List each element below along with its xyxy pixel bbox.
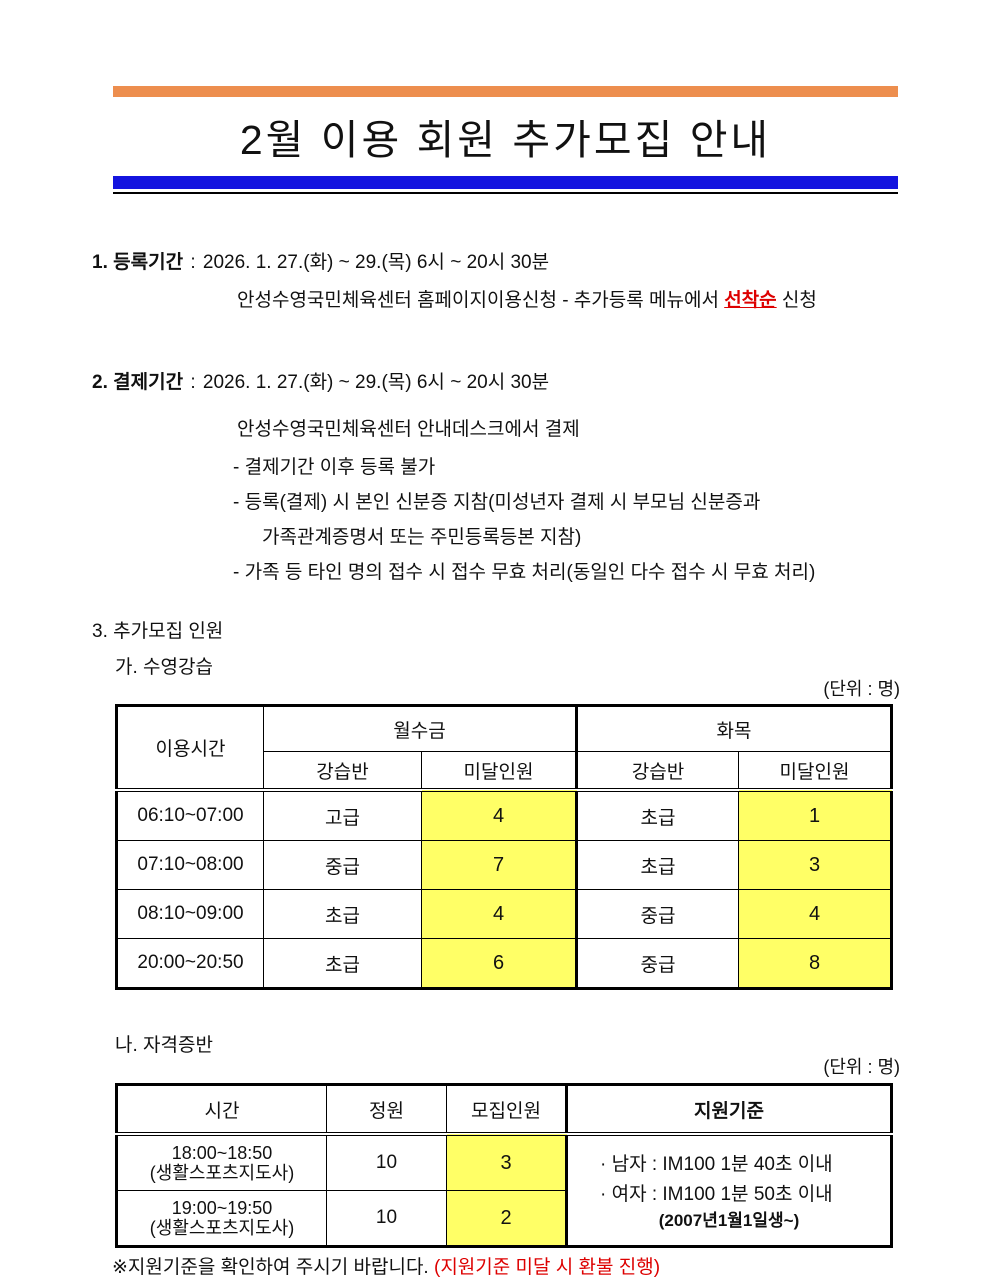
- swim-table-row: 08:10~09:00 초급 4 중급 4: [116, 889, 893, 939]
- registration-method-suffix: 신청: [776, 290, 817, 311]
- swim-header-tt-class: 강습반: [575, 751, 740, 791]
- swim-header-tt-vacancy: 미달인원: [738, 751, 893, 791]
- swim-tt-class-cell: 초급: [575, 840, 740, 890]
- notice-body: 1. 등록기간 : 2026. 1. 27.(화) ~ 29.(목) 6시 ~ …: [0, 252, 992, 1279]
- swim-time-cell: 07:10~08:00: [116, 840, 264, 890]
- swim-lesson-table: 이용시간 월수금 화목 강습반 미달인원 강습반 미달인원 06:10~07:0…: [115, 704, 894, 990]
- criteria-male: · 남자 : IM100 1분 40초 이내: [600, 1153, 833, 1175]
- swim-mwf-vacancy-cell: 4: [420, 889, 578, 939]
- certification-class-table: 시간 정원 모집인원 지원기준 18:00~18:50 (생활스포츠지도사) 1…: [115, 1083, 893, 1248]
- payment-note-2-continued: 가족관계증명서 또는 주민등록등본 지참): [262, 527, 582, 548]
- cert-time-course: (생활스포츠지도사): [149, 1163, 295, 1183]
- unit-label-cert: (단위 : 명): [823, 1057, 900, 1077]
- cert-header-time: 시간: [116, 1084, 327, 1135]
- swim-tt-vacancy-cell: 1: [738, 788, 893, 841]
- swim-tt-class-cell: 초급: [575, 788, 740, 841]
- swim-mwf-class-cell: 고급: [263, 788, 422, 841]
- cert-time-cell: 19:00~19:50 (생활스포츠지도사): [116, 1190, 327, 1247]
- cert-header-criteria: 지원기준: [565, 1084, 892, 1135]
- swim-subsection-label: 가. 수영강습: [115, 657, 213, 678]
- footer-notice: ※지원기준을 확인하여 주시기 바랍니다. (지원기준 미달 시 환불 진행): [112, 1256, 900, 1279]
- swim-mwf-vacancy-cell: 7: [420, 840, 578, 890]
- title-top-bar: [113, 86, 898, 97]
- cert-time-range: 18:00~18:50: [171, 1143, 273, 1163]
- criteria-female: · 여자 : IM100 1분 50초 이내: [600, 1183, 833, 1205]
- cert-capacity-cell: 10: [326, 1190, 447, 1247]
- swim-header-mwf-group: 월수금: [262, 705, 578, 752]
- registration-method-line: 안성수영국민체육센터 홈페이지이용신청 - 추가등록 메뉴에서 선착순 신청: [237, 290, 900, 312]
- swim-tt-vacancy-cell: 4: [738, 889, 893, 939]
- cert-capacity-cell: 10: [326, 1132, 447, 1191]
- swim-table-row: 07:10~08:00 중급 7 초급 3: [116, 840, 893, 890]
- criteria-birth: (2007년1월1일생~): [658, 1210, 800, 1230]
- payment-period-value: 2026. 1. 27.(화) ~ 29.(목) 6시 ~ 20시 30분: [202, 372, 550, 393]
- swim-mwf-class-cell: 초급: [263, 889, 422, 939]
- title-underline: [113, 192, 898, 194]
- swim-time-cell: 08:10~09:00: [116, 889, 264, 939]
- cert-table-row: 19:00~19:50 (생활스포츠지도사) 10 2: [116, 1190, 892, 1247]
- colon-separator: :: [185, 252, 201, 273]
- payment-note-3: - 가족 등 타인 명의 접수 시 접수 무효 처리(동일인 다수 접수 시 무…: [233, 562, 816, 583]
- swim-mwf-class-cell: 초급: [263, 938, 422, 989]
- payment-note-1: - 결제기간 이후 등록 불가: [233, 457, 436, 478]
- swim-time-cell: 20:00~20:50: [116, 938, 264, 989]
- unit-label-swim: (단위 : 명): [823, 679, 900, 699]
- swim-mwf-class-cell: 중급: [263, 840, 422, 890]
- payment-section-label: 2. 결제기간: [92, 372, 184, 393]
- cert-time-course: (생활스포츠지도사): [149, 1218, 295, 1238]
- registration-period-line: 1. 등록기간 : 2026. 1. 27.(화) ~ 29.(목) 6시 ~ …: [92, 252, 900, 274]
- cert-header-recruit: 모집인원: [446, 1084, 567, 1135]
- colon-separator: :: [185, 372, 201, 393]
- cert-criteria-cell: · 남자 : IM100 1분 40초 이내 · 여자 : IM100 1분 5…: [565, 1132, 892, 1247]
- title-block: 2월 이용 회원 추가모집 안내: [113, 86, 898, 194]
- payment-period-line: 2. 결제기간 : 2026. 1. 27.(화) ~ 29.(목) 6시 ~ …: [92, 372, 900, 394]
- cert-time-range: 19:00~19:50: [171, 1198, 273, 1218]
- cert-recruit-cell: 2: [446, 1190, 567, 1247]
- swim-tt-vacancy-cell: 8: [738, 938, 893, 989]
- cert-recruit-cell: 3: [446, 1132, 567, 1191]
- cert-time-cell: 18:00~18:50 (생활스포츠지도사): [116, 1132, 327, 1191]
- swim-header-tt-group: 화목: [575, 705, 893, 752]
- swim-table-row: 06:10~07:00 고급 4 초급 1: [116, 788, 893, 841]
- swim-tt-class-cell: 중급: [575, 938, 740, 989]
- registration-method-prefix: 안성수영국민체육센터 홈페이지이용신청 - 추가등록 메뉴에서: [237, 290, 725, 311]
- swim-header-time: 이용시간: [116, 705, 264, 791]
- swim-tt-class-cell: 중급: [575, 889, 740, 939]
- swim-table-row: 20:00~20:50 초급 6 중급 8: [116, 938, 893, 989]
- swim-mwf-vacancy-cell: 6: [420, 938, 578, 989]
- registration-period-value: 2026. 1. 27.(화) ~ 29.(목) 6시 ~ 20시 30분: [202, 252, 550, 273]
- footer-refund-warning: (지원기준 미달 시 환불 진행): [434, 1257, 661, 1278]
- cert-subsection-label: 나. 자격증반: [115, 1035, 213, 1056]
- swim-time-cell: 06:10~07:00: [116, 788, 264, 841]
- title-bottom-bar: [113, 176, 898, 189]
- swim-header-mwf-vacancy: 미달인원: [420, 751, 578, 791]
- registration-section-label: 1. 등록기간: [92, 252, 184, 273]
- swim-header-mwf-class: 강습반: [263, 751, 422, 791]
- swim-tt-vacancy-cell: 3: [738, 840, 893, 890]
- page-title: 2월 이용 회원 추가모집 안내: [239, 117, 772, 163]
- payment-place-line: 안성수영국민체육센터 안내데스크에서 결제: [237, 419, 580, 440]
- swim-mwf-vacancy-cell: 4: [420, 788, 578, 841]
- payment-note-2: - 등록(결제) 시 본인 신분증 지참(미성년자 결제 시 부모님 신분증과: [233, 492, 761, 513]
- cert-table-row: 18:00~18:50 (생활스포츠지도사) 10 3 · 남자 : IM100…: [116, 1132, 892, 1247]
- first-come-first-served-highlight: 선착순: [724, 290, 777, 311]
- cert-header-capacity: 정원: [326, 1084, 447, 1135]
- recruit-section-label: 3. 추가모집 인원: [92, 621, 224, 642]
- footer-notice-text: ※지원기준을 확인하여 주시기 바랍니다.: [112, 1257, 434, 1278]
